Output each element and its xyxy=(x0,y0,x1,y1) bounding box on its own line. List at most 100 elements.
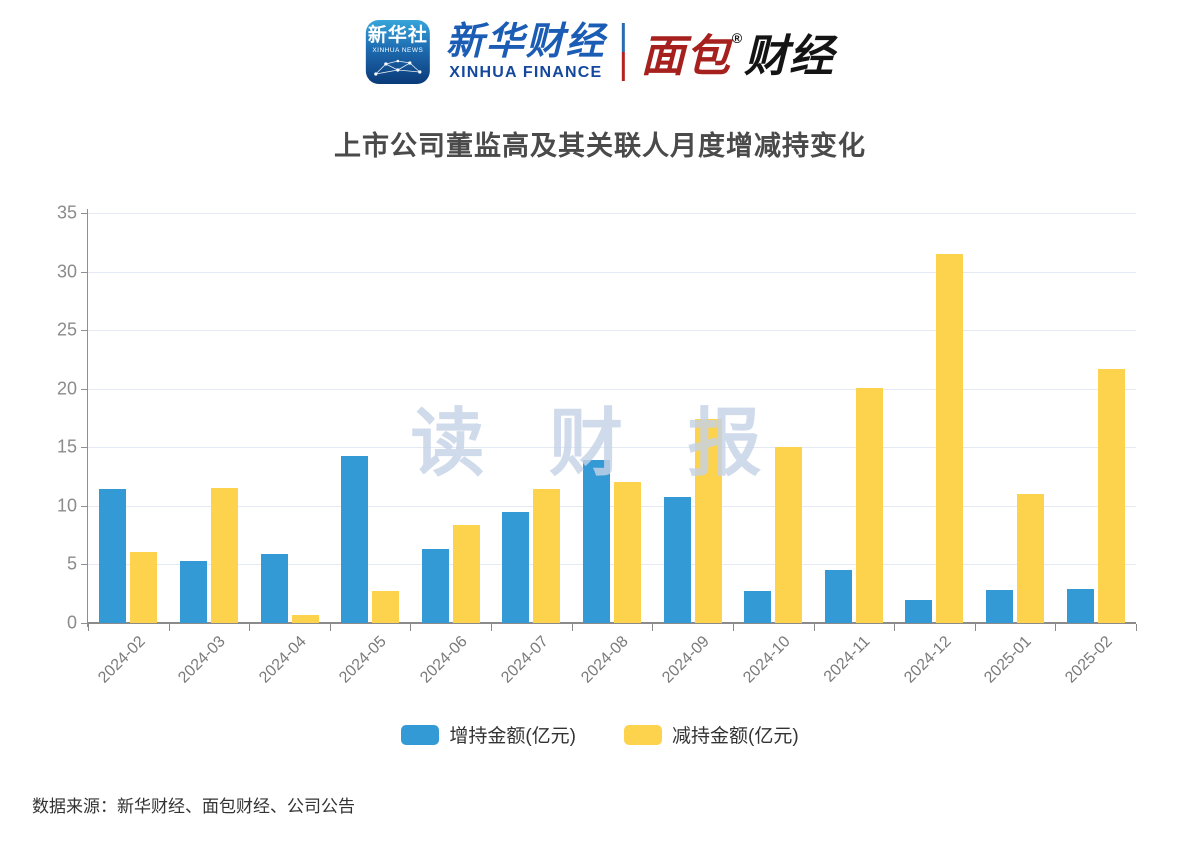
x-axis-label: 2025-02 xyxy=(1062,633,1116,687)
bar-increase xyxy=(582,460,610,623)
bar-group xyxy=(249,213,330,623)
bar-group xyxy=(491,213,572,623)
bar-decrease xyxy=(533,489,561,623)
bread-finance-part1: 面包 xyxy=(640,32,731,81)
bar-increase xyxy=(905,599,933,623)
y-axis-tick xyxy=(81,623,88,624)
legend-label: 减持金额(亿元) xyxy=(672,726,799,747)
x-axis-label: 2024-12 xyxy=(900,633,955,687)
bar-increase xyxy=(824,570,852,623)
y-axis-label: 25 xyxy=(56,319,77,340)
header: 新华社 XINHUA NEWS 新华财经 XINHUA FINANCE 面包®财… xyxy=(339,0,861,104)
x-axis-tick xyxy=(1055,624,1057,631)
x-axis-label: 2024-02 xyxy=(94,633,149,687)
bar-increase xyxy=(1066,589,1094,623)
y-axis-label: 5 xyxy=(66,553,77,574)
legend-item: 增持金额(亿元) xyxy=(401,721,576,748)
x-axis-tick xyxy=(894,624,896,631)
x-axis-tick xyxy=(168,624,170,631)
legend-item: 减持金额(亿元) xyxy=(624,721,799,748)
gridline xyxy=(88,271,1136,273)
x-axis-label: 2024-07 xyxy=(497,633,552,687)
bar-increase xyxy=(179,560,207,623)
plot-area: 0 5 10 15 20 25 30 35 2024-02 2024-03 2024-04 2024-… xyxy=(57,203,1137,687)
registered-mark: ® xyxy=(731,30,744,46)
bar-group xyxy=(652,213,733,623)
x-axis-tick xyxy=(410,624,412,631)
bar-increase xyxy=(986,590,1014,623)
y-axis-tick xyxy=(81,330,88,332)
gridline xyxy=(88,505,1136,507)
bar-group xyxy=(733,213,814,623)
chart-title: 上市公司董监高及其关联人月度增减持变化 xyxy=(334,131,866,161)
gridline xyxy=(88,447,1136,449)
bar-increase xyxy=(502,511,530,623)
y-axis-label: 0 xyxy=(66,612,77,633)
xinhua-finance-en: XINHUA FINANCE xyxy=(449,64,603,81)
bar-decrease xyxy=(210,488,238,623)
y-axis-tick xyxy=(81,564,88,566)
bar-increase xyxy=(663,496,691,623)
bar-decrease xyxy=(130,551,158,623)
y-axis-label: 35 xyxy=(56,202,77,223)
x-axis-tick xyxy=(1136,624,1137,631)
x-axis-label: 2024-06 xyxy=(417,633,471,687)
y-axis-label: 30 xyxy=(56,261,77,282)
x-axis-label: 2024-04 xyxy=(256,633,310,687)
bar-decrease xyxy=(452,524,480,623)
y-axis-tick xyxy=(81,505,88,507)
y-axis-label: 15 xyxy=(56,436,77,457)
frame-right-red xyxy=(1179,51,1183,831)
legend: 增持金额(亿元) 减持金额(亿元) xyxy=(0,721,1200,748)
bread-finance-part2: 财经 xyxy=(744,32,835,81)
x-axis-tick xyxy=(813,624,815,631)
bar-decrease xyxy=(291,614,319,623)
x-axis-tick xyxy=(974,624,976,631)
header-divider xyxy=(621,23,625,81)
bar-decrease xyxy=(694,419,722,623)
frame-left-blue xyxy=(17,51,21,831)
bar-group xyxy=(894,213,975,623)
bar-increase xyxy=(99,489,127,623)
gridline xyxy=(88,330,1136,332)
x-axis-tick xyxy=(88,624,89,631)
y-axis-tick xyxy=(81,271,88,273)
x-axis-tick xyxy=(571,624,573,631)
gridline xyxy=(88,564,1136,566)
bar-increase xyxy=(744,591,772,623)
xinhua-news-logo-icon: 新华社 XINHUA NEWS xyxy=(365,20,430,84)
bar-group xyxy=(88,213,169,623)
legend-swatch-icon xyxy=(401,724,440,745)
bar-group xyxy=(330,213,411,623)
bar-decrease xyxy=(1017,494,1045,623)
bar-decrease xyxy=(775,447,803,623)
xinhua-finance-logo: 新华财经 XINHUA FINANCE xyxy=(446,23,606,81)
bar-increase xyxy=(341,455,369,623)
y-axis-label: 20 xyxy=(56,378,77,399)
x-axis-tick xyxy=(652,624,654,631)
gridline xyxy=(88,213,1136,214)
x-axis-label: 2024-10 xyxy=(739,633,794,687)
x-axis-label: 2024-08 xyxy=(578,633,633,687)
bar-decrease xyxy=(936,254,964,623)
frame-bottom-blue xyxy=(17,827,1183,831)
data-source-note: 数据来源：新华财经、面包财经、公司公告 xyxy=(32,797,355,816)
bar-group xyxy=(814,213,895,623)
bar-decrease xyxy=(372,591,400,623)
y-axis-label: 10 xyxy=(56,495,77,516)
y-axis-line xyxy=(87,209,88,627)
bar-group xyxy=(1055,213,1136,623)
y-axis-tick xyxy=(81,447,88,449)
network-graphic-icon xyxy=(374,59,422,76)
bar-increase xyxy=(421,549,449,623)
bread-finance-logo: 面包®财经 xyxy=(641,20,834,84)
x-axis-label: 2024-11 xyxy=(821,633,874,686)
bar-increase xyxy=(260,553,288,623)
bar-decrease xyxy=(613,482,641,623)
x-axis-label: 2024-03 xyxy=(175,633,229,687)
x-axis-line xyxy=(87,622,1136,624)
legend-label: 增持金额(亿元) xyxy=(449,726,576,747)
bar-group xyxy=(410,213,491,623)
x-axis-label: 2024-05 xyxy=(336,633,391,687)
legend-swatch-icon xyxy=(624,724,662,745)
